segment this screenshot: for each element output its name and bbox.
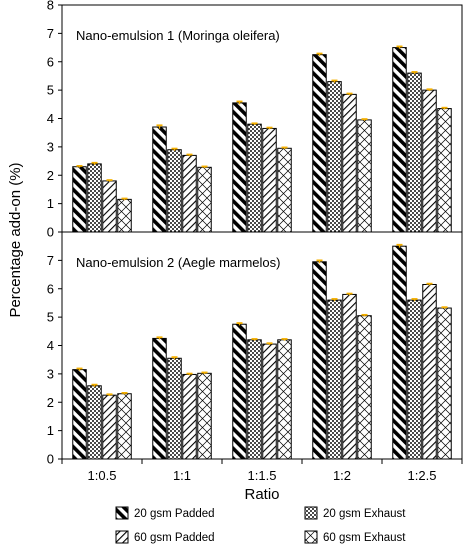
y-tick-label: 5	[47, 83, 54, 98]
bar	[327, 299, 342, 460]
bar	[312, 54, 327, 233]
bar	[342, 93, 357, 233]
bar	[197, 372, 212, 460]
legend-label: 20 gsm Exhaust	[323, 508, 406, 520]
bar	[232, 102, 247, 233]
bar	[407, 72, 422, 233]
bar	[262, 343, 277, 460]
bar	[422, 283, 437, 460]
legend-label: 60 gsm Exhaust	[323, 532, 406, 544]
legend-swatch	[115, 506, 129, 520]
legend-swatch	[304, 506, 318, 520]
bar	[437, 307, 452, 460]
bar	[152, 337, 167, 460]
legend-item: 60 gsm Padded	[115, 530, 215, 544]
panel-title: Nano-emulsion 1 (Moringa oleifera)	[76, 28, 280, 43]
legend-item: 60 gsm Exhaust	[304, 530, 406, 544]
bar	[102, 180, 117, 233]
bar	[247, 123, 262, 233]
bar	[342, 293, 357, 460]
y-tick-label: 2	[47, 395, 54, 410]
bar	[72, 369, 87, 460]
bar	[87, 385, 102, 460]
bar	[117, 393, 132, 460]
bar	[72, 166, 87, 233]
y-tick-label: 6	[47, 281, 54, 296]
chart-panels: 0 1 2 3 4 5 6 7 8 Nano-emulsion 1 (Moringa oleife…	[47, 0, 463, 467]
legend-swatch	[115, 530, 129, 544]
y-tick-label: 3	[47, 139, 54, 154]
legend-item: 20 gsm Padded	[115, 506, 215, 520]
bar	[437, 108, 452, 233]
bar	[182, 373, 197, 460]
y-tick-label: 8	[47, 0, 54, 13]
x-tick-label: 1:1.5	[248, 468, 277, 483]
bar	[167, 149, 182, 233]
bar	[247, 339, 262, 460]
y-tick-label: 1	[47, 196, 54, 211]
bar	[312, 261, 327, 460]
x-tick-label: 1:1	[173, 468, 191, 483]
y-tick-label: 0	[47, 452, 54, 467]
bar	[422, 89, 437, 233]
x-axis: 1:0.5 1:1 1:1.5 1:2 1:2.5	[61, 459, 463, 483]
bar	[277, 147, 292, 233]
bar	[277, 339, 292, 460]
legend-label: 60 gsm Padded	[134, 532, 215, 544]
bar	[392, 47, 407, 233]
bar	[392, 245, 407, 460]
legend-label: 20 gsm Padded	[134, 508, 215, 520]
y-tick-label: 1	[47, 423, 54, 438]
y-tick-label: 0	[47, 225, 54, 240]
bar	[357, 119, 372, 233]
legend-swatch	[304, 530, 318, 544]
panel-2: 0 1 2 3 4 5 6 7 Nano-emulsion 2 (Aegle marmelos)	[47, 231, 463, 467]
y-tick-label: 7	[47, 26, 54, 41]
bar	[87, 163, 102, 233]
bar	[102, 394, 117, 460]
panel-1: 0 1 2 3 4 5 6 7 8 Nano-emulsion 1 (Moringa oleife…	[47, 0, 463, 240]
bar	[407, 299, 422, 460]
x-tick-label: 1:2	[333, 468, 351, 483]
bar	[327, 81, 342, 233]
bar	[152, 126, 167, 233]
legend: 20 gsm Padded 20 gsm Exhaust 60 gsm Padded…	[115, 506, 406, 544]
bar	[232, 323, 247, 460]
y-tick-label: 5	[47, 310, 54, 325]
x-tick-label: 1:2.5	[408, 468, 437, 483]
x-axis-label: Ratio	[244, 486, 279, 503]
y-tick-label: 4	[47, 111, 54, 126]
bar	[182, 154, 197, 233]
y-tick-label: 7	[47, 253, 54, 268]
y-tick-label: 6	[47, 54, 54, 69]
panel-title: Nano-emulsion 2 (Aegle marmelos)	[76, 255, 280, 270]
bar	[357, 315, 372, 460]
y-axis-label: Percentage add-on (%)	[7, 162, 24, 317]
y-tick-label: 3	[47, 366, 54, 381]
y-tick-label: 4	[47, 338, 54, 353]
bar	[262, 127, 277, 233]
bar	[197, 166, 212, 233]
x-tick-label: 1:0.5	[88, 468, 117, 483]
legend-item: 20 gsm Exhaust	[304, 506, 406, 520]
y-tick-label: 2	[47, 168, 54, 183]
bar	[117, 198, 132, 233]
bar	[167, 357, 182, 460]
